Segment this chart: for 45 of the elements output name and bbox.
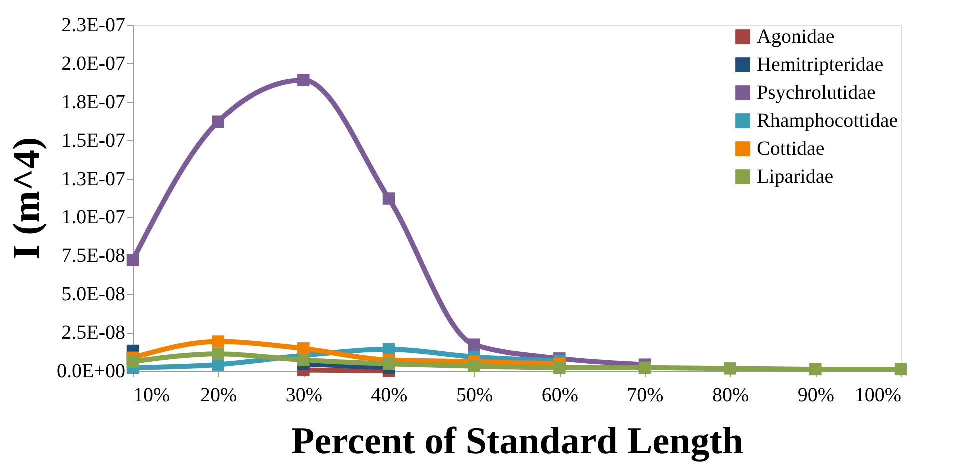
legend-label: Cottidae (757, 138, 825, 160)
x-tick-label: 30% (286, 384, 323, 406)
point (638, 362, 652, 374)
x-tick-label: 50% (456, 384, 494, 406)
point (468, 338, 480, 351)
legend-label: Liparidae (757, 166, 834, 188)
y-tick-label: 7.5E-08 (62, 245, 126, 268)
legend-label: Agonidae (757, 26, 835, 48)
x-tick-label: 20% (200, 384, 238, 406)
y-tick-label: 5.0E-08 (62, 284, 126, 306)
x-tick-label: 70% (627, 384, 664, 406)
point (554, 362, 566, 374)
y-axis-title: I (m^4) (6, 137, 48, 260)
point (126, 254, 140, 266)
legend-label: Hemitripteridae (757, 54, 884, 76)
x-tick-label: 60% (542, 384, 579, 406)
point (810, 363, 822, 376)
point (468, 360, 480, 373)
point (724, 362, 736, 375)
point (298, 342, 310, 355)
point (212, 116, 224, 128)
x-tick-label: 80% (712, 384, 750, 406)
point (298, 354, 310, 366)
y-tick-label: 1.8E-07 (62, 91, 126, 114)
y-tick-label: 2.3E-07 (62, 14, 126, 36)
x-axis-title: Percent of Standard Length (291, 420, 744, 462)
point (212, 336, 224, 348)
legend-label: Psychrolutidae (757, 82, 876, 104)
y-tick-label: 2.5E-08 (62, 322, 126, 344)
point (298, 74, 310, 86)
point (382, 358, 396, 370)
point (894, 363, 908, 376)
y-tick-label: 1.5E-07 (62, 130, 126, 152)
point (212, 348, 224, 360)
y-tick-label: 0.0E+00 (57, 360, 126, 382)
x-tick-label: 40% (371, 384, 408, 406)
y-tick-label: 1.0E-07 (62, 206, 126, 229)
legend-label: Rhamphocottidae (757, 110, 898, 132)
y-tick-label: 1.3E-07 (62, 168, 126, 190)
x-tick-label: 90% (798, 384, 835, 406)
x-tick-label: 100% (854, 384, 902, 406)
point (126, 356, 140, 368)
x-tick-label: 10% (134, 384, 170, 406)
y-tick-label: 2.0E-07 (62, 52, 126, 75)
point (382, 192, 396, 205)
